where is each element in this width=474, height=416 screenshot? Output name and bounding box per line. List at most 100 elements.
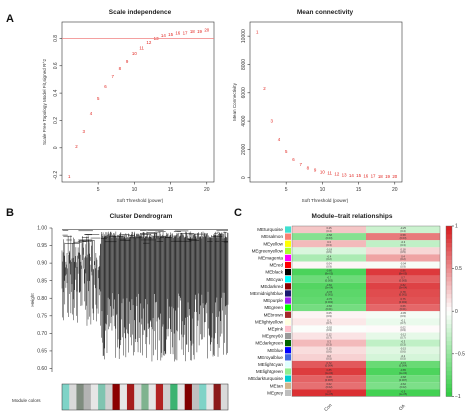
cell-value-MEgreen-Con: -0.66 (0.01) — [326, 304, 333, 311]
heatmap-cell-MEturquoise-OA — [366, 226, 440, 234]
module-label-MEroyalblue: MEroyalblue — [257, 355, 283, 360]
cell-value-MEyellow-OA: -0.3 (0.3) — [400, 240, 405, 247]
heatmap-cell-MEdarkred-OA — [366, 282, 440, 290]
module-color-segment-17 — [184, 384, 193, 410]
conn-title: Mean connectivity — [297, 9, 354, 16]
cell-value-MEcyan-OA: 0.7 (0.005) — [399, 276, 407, 283]
module-swatch-MEbrown — [285, 311, 291, 318]
module-trait-heatmap: Module–trait relationships MEturquoise 0.… — [248, 213, 465, 412]
cell-value-MEyellow-Con: 0.3 (0.3) — [326, 240, 331, 247]
legend-step-25 — [446, 332, 452, 338]
cell-value-MElightyellow-Con: 0.1 (0.7) — [326, 318, 331, 325]
conn-point-9: 9 — [314, 168, 317, 173]
scale-point-20: 20 — [204, 28, 209, 33]
scale-xtick-label-1: 10 — [132, 187, 138, 193]
legend-step-39 — [446, 392, 452, 397]
heatmap-cell-MElightgreen-Con — [292, 368, 366, 376]
legend-step-18 — [446, 302, 452, 308]
module-swatch-MEroyalblue — [285, 354, 291, 361]
scale-point-15: 15 — [168, 32, 173, 37]
cell-value-MEmidnightblue-Con: -0.78 (0.001) — [325, 290, 333, 297]
legend-step-30 — [446, 353, 452, 359]
conn-point-17: 17 — [371, 174, 376, 179]
legend-tick-label-2: 0 — [455, 309, 458, 315]
module-color-segment-18 — [191, 384, 200, 410]
module-label-MEgreenyellow: MEgreenyellow — [252, 248, 284, 253]
legend-step-31 — [446, 358, 452, 363]
dendro-ytick-label-2: 0.70 — [37, 331, 47, 337]
conn-point-13: 13 — [342, 172, 347, 177]
cell-value-MEpink-Con: -0.02 (0.9) — [326, 325, 332, 332]
dendrogram-leaves — [61, 231, 229, 362]
heatmap-cell-MElightcyan-Con — [292, 360, 366, 369]
legend-step-14 — [446, 285, 452, 291]
scale-ytick-label-1: 0 — [53, 146, 59, 149]
cell-value-MEturquoise-Con: 0.25 (0.4) — [326, 226, 332, 233]
module-swatch-MEblack — [285, 269, 291, 276]
cell-value-MEblack-Con: -0.86 (8e-05) — [325, 269, 333, 276]
legend-step-11 — [446, 272, 452, 278]
legend-step-9 — [446, 264, 452, 269]
conn-point-12: 12 — [334, 172, 339, 177]
conn-xtick-label-2: 15 — [356, 187, 362, 193]
scale-point-19: 19 — [197, 29, 202, 34]
module-label-MEblack: MEblack — [265, 270, 283, 275]
heatmap-cell-MEyellow-Con — [292, 240, 366, 248]
module-color-segment-1 — [69, 384, 77, 410]
heatmap-frame — [291, 225, 441, 397]
conn-point-4: 4 — [278, 137, 281, 142]
legend-step-29 — [446, 349, 452, 355]
scale-point-16: 16 — [175, 30, 180, 35]
conn-point-2: 2 — [263, 86, 266, 91]
legend-tick-label-0: 1 — [455, 224, 458, 230]
module-color-segment-8 — [119, 384, 128, 410]
module-swatch-MElightgreen — [285, 368, 291, 375]
legend-step-24 — [446, 328, 452, 333]
dendrogram-merges — [62, 229, 228, 244]
legend-step-2 — [446, 234, 452, 240]
dendro-ytick-label-1: 0.65 — [37, 349, 47, 355]
conn-xtick-label-0: 5 — [285, 187, 288, 193]
heatmap-cell-MEmidnightblue-OA — [366, 289, 440, 298]
module-color-segment-0 — [62, 384, 70, 410]
legend-step-23 — [446, 323, 452, 329]
heatmap-cell-MEturquoise-Con — [292, 226, 366, 234]
module-color-segment-22 — [220, 384, 229, 410]
module-swatch-MEred — [285, 261, 291, 269]
conn-ylabel: Mean Connectivity — [232, 82, 237, 120]
heatmap-cell-MEdarkturquoise-OA — [366, 375, 440, 383]
legend-step-17 — [446, 298, 452, 303]
legend-step-35 — [446, 375, 452, 380]
module-color-segment-21 — [213, 384, 222, 410]
trait-label-OA: OA — [398, 403, 407, 412]
dendro-ytick-label-7: 0.95 — [37, 243, 47, 249]
scale-ytick-label-2: 0.2 — [53, 117, 59, 124]
legend-tick-label-3: −0.5 — [455, 351, 465, 357]
cell-value-MEred-Con: 0.04 (0.9) — [326, 262, 332, 269]
trait-label-Con: Con — [323, 402, 333, 412]
conn-xtick-label-1: 10 — [320, 187, 326, 193]
cell-value-MEgrey60-Con: 0.12 (0.7) — [326, 333, 332, 340]
dendrogram-title: Cluster Dendrogram — [110, 213, 173, 220]
module-label-MEpurple: MEpurple — [263, 298, 283, 303]
conn-point-15: 15 — [356, 173, 361, 178]
module-color-segment-14 — [163, 384, 171, 410]
scale-independence-plot: Scale independence Soft Threshold (power… — [42, 9, 215, 203]
module-label-MEblue: MEblue — [267, 348, 283, 353]
scale-ytick-label-4: 0.6 — [53, 62, 59, 69]
cell-value-MEroyalblue-OA: -0.2 (0.5) — [400, 354, 405, 361]
heatmap-cell-MEtan-Con — [292, 382, 366, 390]
cell-value-MEred-OA: -0.04 (0.9) — [400, 262, 406, 269]
module-color-bar-frame — [61, 383, 229, 411]
legend-step-21 — [446, 315, 452, 321]
module-swatch-MEdarkgreen — [285, 340, 291, 347]
conn-point-16: 16 — [363, 173, 368, 178]
legend-tick-label-4: −1 — [455, 394, 461, 400]
cell-value-MElightgreen-OA: -0.85 (1e-04) — [399, 368, 407, 375]
legend-step-13 — [446, 281, 452, 286]
heatmap-cell-MEgreen-Con — [292, 304, 366, 312]
cell-value-MEmidnightblue-OA: 0.78 (0.001) — [399, 290, 407, 297]
heatmap-cell-MEroyalblue-Con — [292, 353, 366, 361]
module-color-segment-6 — [105, 384, 113, 410]
module-label-MElightyellow: MElightyellow — [255, 319, 284, 324]
